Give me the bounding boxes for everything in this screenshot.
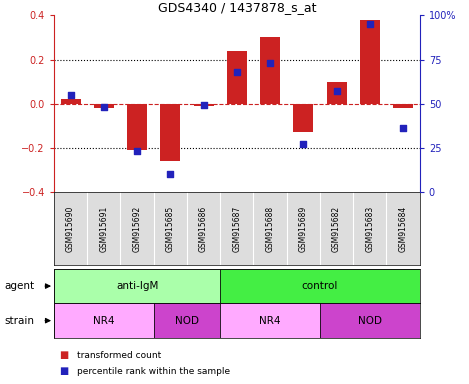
Text: GSM915688: GSM915688	[265, 205, 275, 252]
Bar	[154, 303, 220, 338]
Bar	[326, 82, 347, 104]
Text: GSM915685: GSM915685	[166, 205, 175, 252]
Bar	[220, 303, 320, 338]
Bar	[54, 303, 154, 338]
Text: agent: agent	[5, 281, 35, 291]
Text: GSM915687: GSM915687	[232, 205, 242, 252]
Text: percentile rank within the sample: percentile rank within the sample	[77, 367, 230, 376]
Point	[266, 60, 274, 66]
Text: GSM915683: GSM915683	[365, 205, 374, 252]
Text: NOD: NOD	[358, 316, 382, 326]
Point	[300, 141, 307, 147]
Point	[366, 21, 374, 27]
Bar	[294, 104, 313, 132]
Text: GSM915691: GSM915691	[99, 205, 108, 252]
Text: GSM915682: GSM915682	[332, 205, 341, 252]
Text: control: control	[302, 281, 338, 291]
Bar	[393, 104, 413, 108]
Text: GSM915686: GSM915686	[199, 205, 208, 252]
Bar	[61, 99, 81, 104]
Bar	[220, 269, 420, 303]
Bar	[94, 104, 114, 108]
Text: GSM915692: GSM915692	[133, 205, 142, 252]
Title: GDS4340 / 1437878_s_at: GDS4340 / 1437878_s_at	[158, 1, 316, 14]
Text: NOD: NOD	[175, 316, 199, 326]
Bar	[320, 303, 420, 338]
Bar	[227, 51, 247, 104]
Bar	[194, 104, 213, 106]
Text: NR4: NR4	[93, 316, 114, 326]
Bar	[260, 38, 280, 104]
Point	[233, 69, 241, 75]
Text: GSM915684: GSM915684	[399, 205, 408, 252]
Point	[133, 148, 141, 154]
Bar	[160, 104, 180, 161]
Point	[333, 88, 340, 94]
Point	[400, 125, 407, 131]
Text: GSM915690: GSM915690	[66, 205, 75, 252]
Point	[166, 171, 174, 177]
Text: anti-IgM: anti-IgM	[116, 281, 158, 291]
Text: GSM915689: GSM915689	[299, 205, 308, 252]
Point	[100, 104, 107, 110]
Text: ■: ■	[59, 350, 68, 360]
Bar	[127, 104, 147, 150]
Text: transformed count: transformed count	[77, 351, 162, 360]
Bar	[54, 269, 220, 303]
Point	[67, 92, 74, 98]
Text: NR4: NR4	[259, 316, 281, 326]
Text: strain: strain	[5, 316, 35, 326]
Bar	[360, 20, 380, 104]
Point	[200, 103, 207, 109]
Text: ■: ■	[59, 366, 68, 376]
